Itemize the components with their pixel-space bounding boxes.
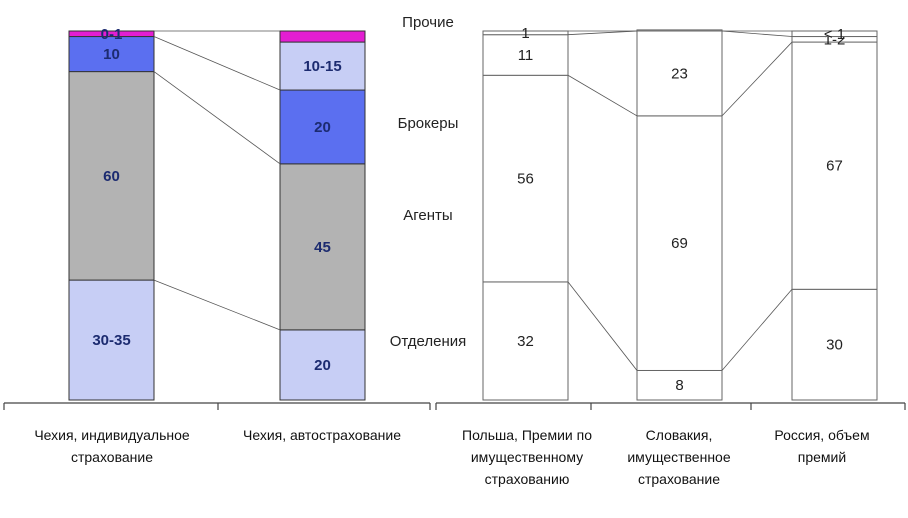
x-tick-label: страхование (71, 449, 153, 465)
bar-segment (279, 30, 366, 43)
value-label: 67 (826, 158, 843, 175)
connector-line (153, 36, 281, 91)
bar-segment (68, 279, 155, 401)
value-label: 0-1 (101, 26, 123, 43)
bar-segment (482, 74, 569, 283)
bar-segment (636, 115, 723, 371)
bar-segment (279, 41, 366, 91)
legend-entry: Брокеры (398, 115, 459, 132)
bar-segment (482, 34, 569, 76)
value-label: 45 (314, 239, 331, 256)
x-tick-label: Польша, Премии по (462, 427, 592, 443)
value-label: 32 (517, 333, 534, 350)
value-label: 20 (314, 119, 331, 136)
value-label: 30-35 (92, 332, 130, 349)
value-label: 10-15 (303, 58, 341, 75)
value-label: 20 (314, 357, 331, 374)
bar-segment (482, 281, 569, 401)
value-label: 10 (103, 46, 120, 63)
connector-line (567, 281, 638, 371)
connector-line (153, 279, 281, 331)
bar-segment (636, 369, 723, 401)
bar-segment (279, 89, 366, 165)
value-label: 30 (826, 337, 843, 354)
value-label: < 1 (824, 26, 845, 43)
bar-segment (482, 30, 569, 36)
x-tick-label: Чехия, автострахование (243, 427, 401, 443)
connector-line (567, 30, 638, 36)
x-tick-label: страхование (638, 471, 720, 487)
legend-entry: Отделения (390, 333, 467, 350)
value-label: 11 (518, 47, 534, 64)
value-label: 56 (517, 171, 534, 188)
bar-segment (68, 71, 155, 281)
connector-line (721, 30, 793, 37)
x-tick-label: Словакия, (646, 427, 713, 443)
x-tick-label: Чехия, индивидуальное (34, 427, 190, 443)
bar-segment (791, 41, 878, 290)
value-label: 23 (671, 65, 688, 82)
bar-segment (791, 30, 878, 38)
value-label: 69 (671, 235, 688, 252)
x-tick-label: Россия, объем (774, 427, 869, 443)
bar-segment (68, 30, 155, 38)
x-tick-label: страхованию (485, 471, 570, 487)
x-tick-label: премий (798, 449, 846, 465)
bar-segment (791, 288, 878, 401)
value-label: 1 (521, 25, 529, 42)
bar-segment (279, 329, 366, 401)
connector-line (721, 41, 793, 117)
x-tick-label: имущественное (627, 449, 730, 465)
bar-segment (636, 29, 723, 32)
connector-line (721, 289, 793, 371)
value-label: 8 (675, 377, 683, 394)
x-tick-label: имущественному (471, 449, 583, 465)
value-label: 60 (103, 168, 120, 185)
legend-entry: Агенты (403, 207, 452, 224)
legend-entry: Прочие (402, 14, 454, 31)
connector-line (153, 71, 281, 165)
connector-line (567, 74, 638, 117)
